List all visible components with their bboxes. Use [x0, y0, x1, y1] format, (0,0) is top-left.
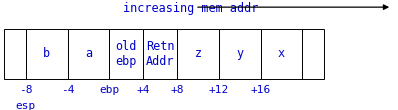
Text: +4: +4 — [137, 85, 150, 95]
Bar — [4, 29, 26, 79]
Text: z: z — [195, 47, 201, 60]
Text: -4: -4 — [61, 85, 74, 95]
Text: Retn
Addr: Retn Addr — [146, 40, 174, 68]
Bar — [177, 29, 219, 79]
Bar — [109, 29, 143, 79]
Text: ebp: ebp — [100, 85, 119, 95]
Text: +16: +16 — [251, 85, 271, 95]
Text: increasing mem addr: increasing mem addr — [123, 2, 259, 15]
Bar — [219, 29, 261, 79]
Text: -8: -8 — [19, 85, 33, 95]
Bar — [302, 29, 324, 79]
Text: old
ebp: old ebp — [116, 40, 137, 68]
Bar — [68, 29, 109, 79]
Text: esp: esp — [16, 101, 36, 110]
Text: x: x — [278, 47, 285, 60]
Text: +12: +12 — [209, 85, 229, 95]
Text: +8: +8 — [170, 85, 184, 95]
Bar — [143, 29, 177, 79]
Text: a: a — [85, 47, 92, 60]
Text: b: b — [43, 47, 50, 60]
Bar — [261, 29, 302, 79]
Text: y: y — [236, 47, 243, 60]
Bar — [26, 29, 68, 79]
